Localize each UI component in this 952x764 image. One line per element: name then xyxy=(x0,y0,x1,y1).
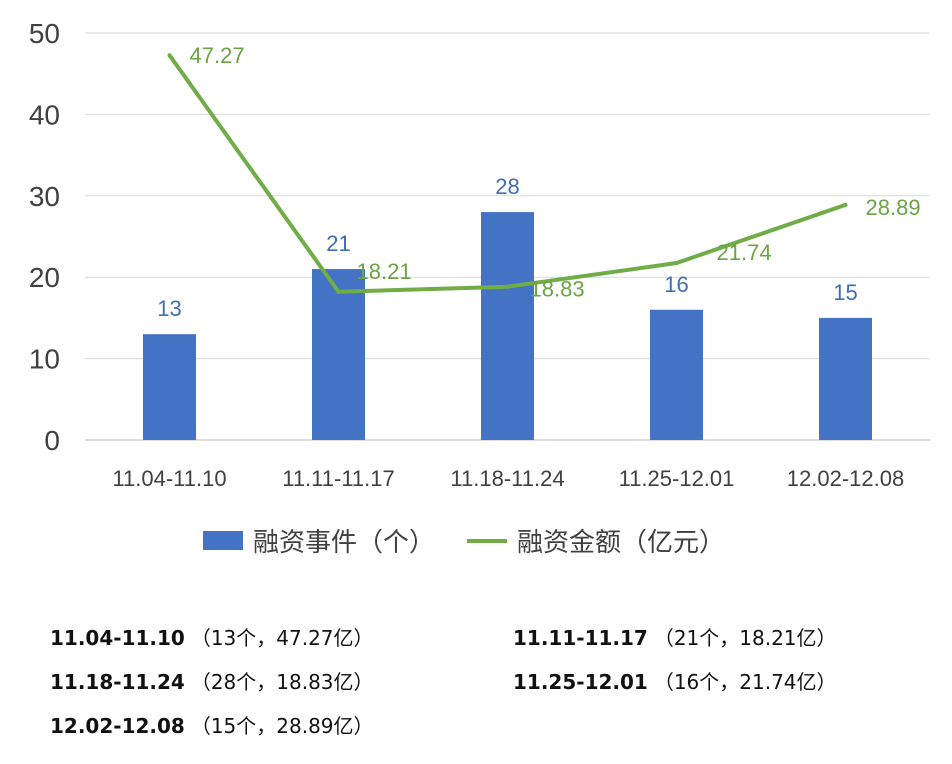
x-tick-label: 11.04-11.10 xyxy=(112,466,226,491)
summary-item: 11.18-11.24 （28个，18.83亿） xyxy=(50,668,374,696)
summary-item: 11.11-11.17 （21个，18.21亿） xyxy=(513,624,837,652)
summary-detail: （15个，28.89亿） xyxy=(190,714,374,738)
y-tick-label: 20 xyxy=(29,262,60,293)
legend-label-bar: 融资事件（个） xyxy=(253,528,435,558)
bar-series xyxy=(143,212,872,440)
summary-list: 11.04-11.10 （13个，47.27亿） 11.11-11.17 （21个，… xyxy=(0,610,952,760)
summary-item: 11.25-12.01 （16个，21.74亿） xyxy=(513,668,837,696)
summary-detail: （16个，21.74亿） xyxy=(653,670,837,694)
legend-swatch-bar xyxy=(203,531,243,550)
line-point xyxy=(674,261,679,266)
bar-data-label: 28 xyxy=(495,174,519,199)
line-data-label: 18.21 xyxy=(357,259,412,284)
summary-period: 11.04-11.10 xyxy=(50,626,185,650)
x-tick-label: 11.18-11.24 xyxy=(450,466,564,491)
summary-item: 12.02-12.08 （15个，28.89亿） xyxy=(50,712,374,740)
line-data-label: 18.83 xyxy=(530,277,585,302)
y-tick-label: 30 xyxy=(29,181,60,212)
summary-period: 11.18-11.24 xyxy=(50,670,185,694)
bar-data-label: 16 xyxy=(664,272,688,297)
summary-detail: （13个，47.27亿） xyxy=(190,626,374,650)
bar xyxy=(650,309,703,440)
y-axis: 0 10 20 30 40 50 xyxy=(29,18,60,456)
bar xyxy=(481,212,534,440)
line-point xyxy=(167,53,172,58)
line-point xyxy=(505,284,510,289)
y-tick-label: 50 xyxy=(29,18,60,49)
x-tick-label: 12.02-12.08 xyxy=(787,466,904,491)
bar-data-label: 13 xyxy=(157,296,181,321)
bar-data-label: 21 xyxy=(326,231,350,256)
x-tick-label: 11.11-11.17 xyxy=(282,466,395,491)
line-series xyxy=(167,53,848,294)
bar xyxy=(143,334,196,440)
x-tick-label: 11.25-12.01 xyxy=(619,466,735,491)
bar xyxy=(819,317,872,440)
bar xyxy=(312,269,365,440)
line-data-labels: 47.27 18.21 18.83 21.74 28.89 xyxy=(190,43,921,302)
legend-label-line: 融资金额（亿元） xyxy=(517,528,725,558)
summary-item: 11.04-11.10 （13个，47.27亿） xyxy=(50,624,374,652)
line-point xyxy=(843,202,848,207)
legend: 融资事件（个） 融资金额（亿元） xyxy=(203,528,725,558)
line-data-label: 21.74 xyxy=(717,240,772,265)
line-data-label: 28.89 xyxy=(866,195,921,220)
summary-period: 11.11-11.17 xyxy=(513,626,648,650)
line-point xyxy=(336,289,341,294)
bar-data-label: 15 xyxy=(833,280,857,305)
summary-detail: （28个，18.83亿） xyxy=(190,670,374,694)
bar-data-labels: 13 21 28 16 15 xyxy=(157,174,857,321)
x-axis: 11.04-11.10 11.11-11.17 11.18-11.24 11.25-1… xyxy=(112,466,904,491)
summary-period: 11.25-12.01 xyxy=(513,670,648,694)
summary-period: 12.02-12.08 xyxy=(50,714,185,738)
y-tick-label: 10 xyxy=(29,344,60,375)
chart: 0 10 20 30 40 50 13 21 28 16 15 47.27 18.21 18.83 21… xyxy=(29,18,930,558)
line-data-label: 47.27 xyxy=(190,43,245,68)
y-tick-label: 40 xyxy=(29,99,60,130)
y-tick-label: 0 xyxy=(44,425,60,456)
summary-detail: （21个，18.21亿） xyxy=(653,626,837,650)
